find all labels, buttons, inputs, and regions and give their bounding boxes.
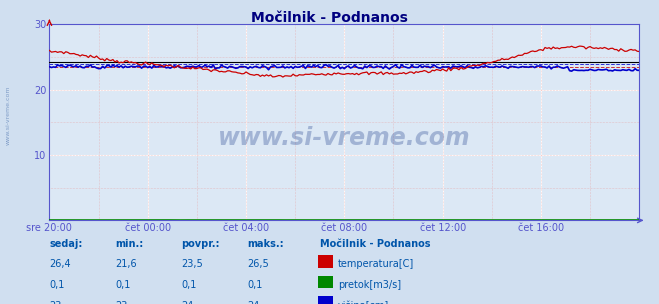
Text: 24: 24	[247, 301, 260, 304]
Text: 0,1: 0,1	[49, 280, 65, 290]
Text: min.:: min.:	[115, 239, 144, 249]
Text: 26,5: 26,5	[247, 259, 269, 269]
Text: 0,1: 0,1	[115, 280, 130, 290]
Text: www.si-vreme.com: www.si-vreme.com	[218, 126, 471, 150]
Text: 26,4: 26,4	[49, 259, 71, 269]
Text: 23: 23	[49, 301, 62, 304]
Text: 24: 24	[181, 301, 194, 304]
Text: Močilnik - Podnanos: Močilnik - Podnanos	[251, 11, 408, 25]
Text: sedaj:: sedaj:	[49, 239, 83, 249]
Text: 23,5: 23,5	[181, 259, 203, 269]
Text: 21,6: 21,6	[115, 259, 137, 269]
Text: maks.:: maks.:	[247, 239, 284, 249]
Text: 23: 23	[115, 301, 128, 304]
Text: višina[cm]: višina[cm]	[338, 301, 389, 304]
Text: www.si-vreme.com: www.si-vreme.com	[5, 86, 11, 145]
Text: pretok[m3/s]: pretok[m3/s]	[338, 280, 401, 290]
Text: povpr.:: povpr.:	[181, 239, 219, 249]
Text: temperatura[C]: temperatura[C]	[338, 259, 415, 269]
Text: Močilnik - Podnanos: Močilnik - Podnanos	[320, 239, 430, 249]
Text: 0,1: 0,1	[181, 280, 196, 290]
Text: 0,1: 0,1	[247, 280, 262, 290]
